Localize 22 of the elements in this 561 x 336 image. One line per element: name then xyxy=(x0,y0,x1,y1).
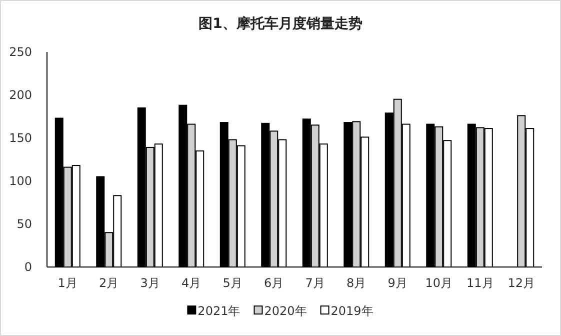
y-tick-label: 50 xyxy=(16,217,32,231)
y-tick-label: 250 xyxy=(9,45,32,59)
x-tick-label: 5月 xyxy=(222,276,242,290)
y-tick-label: 150 xyxy=(9,131,32,145)
legend-label: 2020年 xyxy=(264,304,307,318)
x-tick-label: 2月 xyxy=(99,276,119,290)
x-tick-label: 1月 xyxy=(58,276,78,290)
x-tick-label: 11月 xyxy=(466,276,494,290)
y-tick-label: 200 xyxy=(9,88,32,102)
x-tick-label: 8月 xyxy=(346,276,366,290)
x-tick-label: 6月 xyxy=(264,276,284,290)
legend-label: 2021年 xyxy=(198,304,240,318)
y-tick-label: 0 xyxy=(24,260,32,274)
x-tick-label: 12月 xyxy=(508,276,536,290)
y-tick-label: 100 xyxy=(9,174,32,188)
x-tick-label: 7月 xyxy=(305,276,325,290)
legend-label: 2019年 xyxy=(330,304,374,318)
x-tick-label: 4月 xyxy=(182,276,202,290)
chart-title: 图1、摩托车月度销量走势 xyxy=(198,15,362,32)
x-tick-label: 3月 xyxy=(140,276,160,290)
x-tick-label: 10月 xyxy=(425,276,453,290)
x-tick-label: 9月 xyxy=(388,276,408,290)
